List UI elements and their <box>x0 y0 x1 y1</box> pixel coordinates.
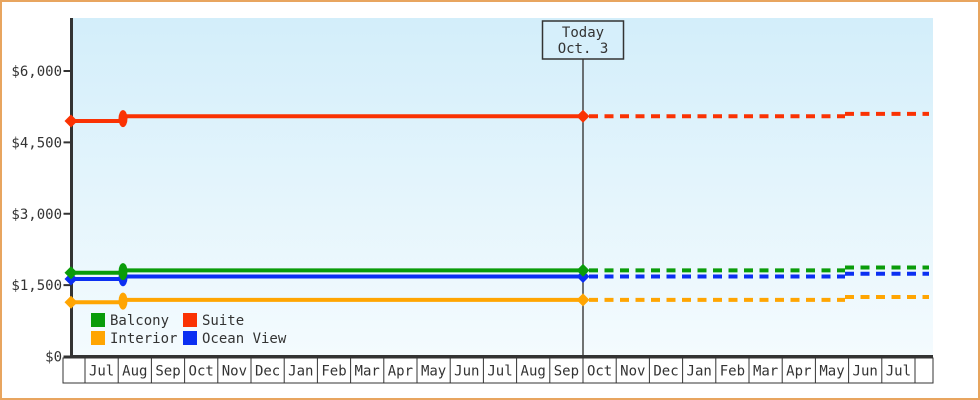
month-label: Sep <box>554 364 579 380</box>
data-point-marker-suite <box>118 110 128 128</box>
month-label: Jun <box>853 364 878 380</box>
month-label: Mar <box>355 364 380 380</box>
y-axis-label: $4,500 <box>11 135 62 151</box>
legend-swatch-suite <box>183 313 197 327</box>
month-label: May <box>421 364 446 380</box>
month-label: Dec <box>255 364 280 380</box>
legend-label-interior: Interior <box>110 331 177 347</box>
month-label: Feb <box>321 364 346 380</box>
data-point-diamond-suite <box>64 114 78 128</box>
data-point-marker-balcony <box>118 263 128 281</box>
month-label: Sep <box>155 364 180 380</box>
month-label: Aug <box>521 364 546 380</box>
month-label: Nov <box>620 364 645 380</box>
month-label: Jan <box>687 364 712 380</box>
data-point-diamond-balcony <box>576 263 590 277</box>
data-point-diamond-interior <box>576 293 590 307</box>
legend-swatch-ocean-view <box>183 331 197 345</box>
month-label: Dec <box>653 364 678 380</box>
y-axis-label: $0 <box>45 350 62 366</box>
today-box-line1: Today <box>562 25 604 41</box>
month-label: Apr <box>786 364 811 380</box>
x-axis-month-row: Jul Aug Sep Oct Nov Dec Jan Feb Mar Apr May Jun Jul A… <box>62 357 934 384</box>
month-label: Jul <box>89 364 114 380</box>
legend-label-suite: Suite <box>202 313 244 329</box>
y-axis-label: $3,000 <box>11 207 62 223</box>
data-point-diamond-interior <box>64 295 78 309</box>
y-axis-label: $6,000 <box>11 64 62 80</box>
legend-label-ocean-view: Ocean View <box>202 331 287 347</box>
month-label: Jul <box>487 364 512 380</box>
today-annotation: Today Oct. 3 <box>541 20 625 60</box>
legend-swatch-balcony <box>91 313 105 327</box>
data-point-marker-interior <box>118 292 128 310</box>
month-label: Mar <box>753 364 778 380</box>
month-row <box>62 357 934 384</box>
month-label: Nov <box>222 364 247 380</box>
month-label: May <box>819 364 844 380</box>
month-label: Apr <box>388 364 413 380</box>
month-label: Feb <box>720 364 745 380</box>
y-axis: $0 $1,500 $3,000 $4,500 $6,000 <box>11 64 71 366</box>
y-axis-label: $1,500 <box>11 278 62 294</box>
month-label: Aug <box>122 364 147 380</box>
month-label: Oct <box>587 364 612 380</box>
series-lines <box>64 109 929 310</box>
month-label: Jun <box>454 364 479 380</box>
legend-label-balcony: Balcony <box>110 313 169 329</box>
month-label: Jul <box>886 364 911 380</box>
plot-background <box>73 18 933 356</box>
data-point-diamond-suite <box>576 109 590 123</box>
today-box <box>541 20 625 60</box>
month-label: Jan <box>288 364 313 380</box>
month-label: Oct <box>189 364 214 380</box>
legend: Balcony Suite Interior Ocean View <box>91 313 287 347</box>
today-box-line2: Oct. 3 <box>558 41 609 57</box>
data-point-diamond-balcony <box>64 266 78 280</box>
legend-swatch-interior <box>91 331 105 345</box>
